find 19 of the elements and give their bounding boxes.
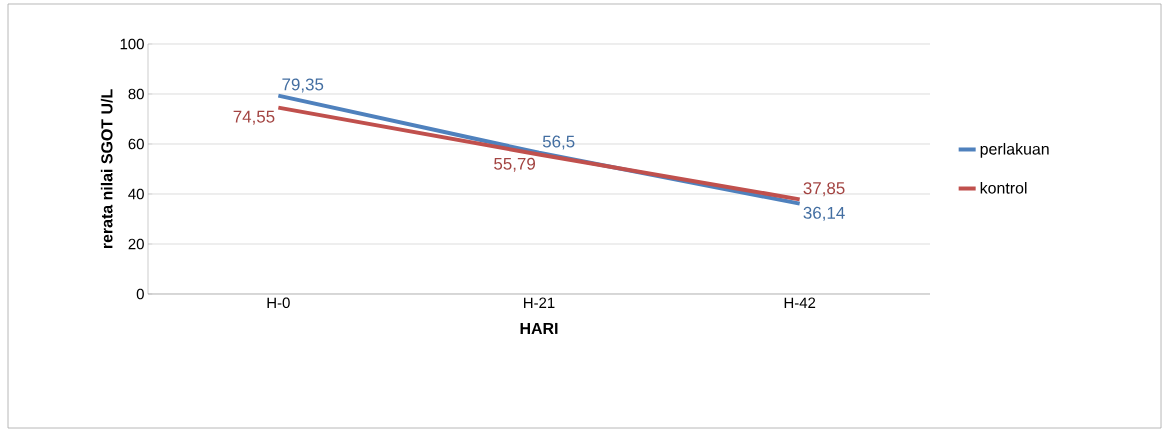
x-tick-label: H-0: [267, 297, 290, 309]
x-axis-title: HARI: [520, 322, 558, 334]
data-label: 55,79: [494, 157, 536, 172]
legend-label: kontrol: [980, 181, 1027, 194]
y-tick-label: 60: [128, 138, 144, 150]
data-label: 36,14: [803, 206, 845, 221]
y-tick-label: 40: [128, 188, 144, 200]
x-tick-label: H-42: [784, 297, 816, 308]
y-axis-title: rerata nilai SGOT U/L: [100, 89, 113, 249]
data-label: 74,55: [233, 110, 275, 125]
data-label: 56,5: [542, 135, 575, 150]
data-label: 79,35: [282, 78, 324, 93]
y-tick-label: 80: [128, 88, 144, 100]
y-tick-label: 100: [120, 38, 144, 50]
x-tick-label: H-21: [524, 297, 555, 308]
y-tick-label: 0: [136, 288, 144, 300]
legend-label: perlakuan: [980, 142, 1049, 158]
y-tick-label: 20: [128, 238, 144, 250]
data-label: 37,85: [803, 182, 845, 197]
